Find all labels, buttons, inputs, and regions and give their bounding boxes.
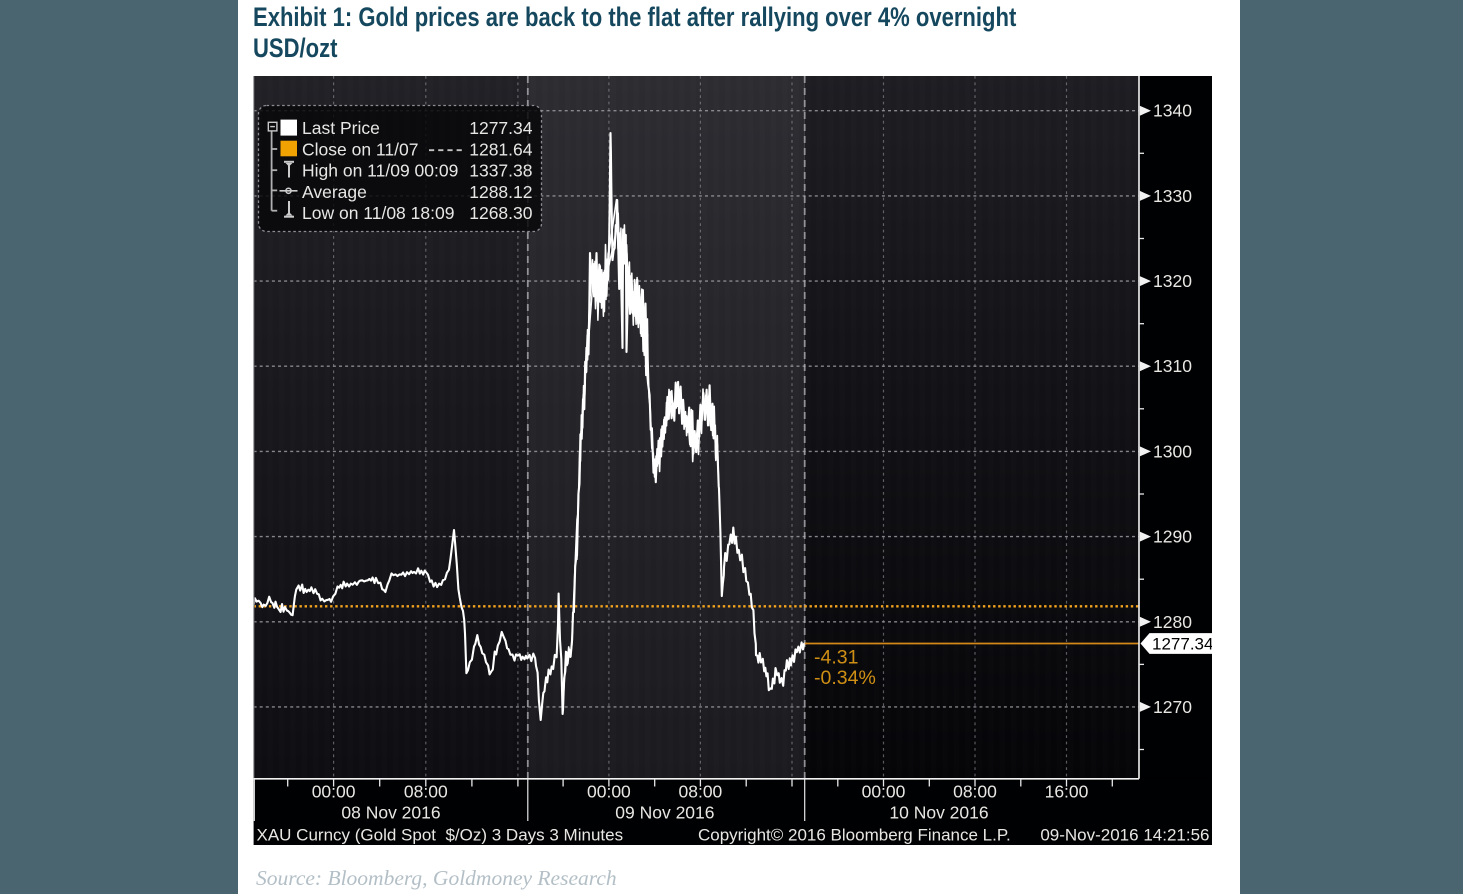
svg-text:1270: 1270 xyxy=(1153,697,1192,717)
svg-text:Low on 11/08 18:09: Low on 11/08 18:09 xyxy=(302,203,454,223)
svg-text:08:00: 08:00 xyxy=(679,782,723,802)
svg-text:Last Price: Last Price xyxy=(302,118,380,138)
svg-text:-0.34%: -0.34% xyxy=(814,667,876,689)
svg-text:08:00: 08:00 xyxy=(404,782,448,802)
svg-text:-4.31: -4.31 xyxy=(814,647,858,669)
svg-text:1288.12: 1288.12 xyxy=(469,182,532,202)
svg-text:08 Nov 2016: 08 Nov 2016 xyxy=(341,803,440,823)
svg-text:1277.34: 1277.34 xyxy=(469,118,533,138)
svg-text:1310: 1310 xyxy=(1153,356,1192,376)
svg-text:Average: Average xyxy=(302,182,367,202)
svg-text:1337.38: 1337.38 xyxy=(469,161,532,181)
svg-text:10 Nov 2016: 10 Nov 2016 xyxy=(889,803,988,823)
svg-text:08:00: 08:00 xyxy=(953,782,997,802)
svg-text:09 Nov 2016: 09 Nov 2016 xyxy=(615,803,714,823)
svg-text:09-Nov-2016 14:21:56: 09-Nov-2016 14:21:56 xyxy=(1040,826,1209,845)
svg-text:1290: 1290 xyxy=(1153,527,1192,547)
svg-text:1280: 1280 xyxy=(1153,612,1192,632)
svg-text:1268.30: 1268.30 xyxy=(469,203,533,223)
svg-text:XAU Curncy (Gold Spot $/Oz) 3: XAU Curncy (Gold Spot $/Oz) 3 Days 3 Min… xyxy=(257,826,624,845)
svg-text:Close on 11/07: Close on 11/07 xyxy=(302,139,418,159)
svg-text:1330: 1330 xyxy=(1153,186,1192,206)
svg-text:00:00: 00:00 xyxy=(587,782,631,802)
svg-text:1300: 1300 xyxy=(1153,441,1192,461)
svg-text:1320: 1320 xyxy=(1153,271,1192,291)
svg-text:1340: 1340 xyxy=(1153,101,1192,121)
svg-text:16:00: 16:00 xyxy=(1045,782,1089,802)
svg-text:High on 11/09 00:09: High on 11/09 00:09 xyxy=(302,161,458,181)
svg-text:1277.34: 1277.34 xyxy=(1152,635,1212,654)
svg-text:00:00: 00:00 xyxy=(312,782,356,802)
svg-text:Copyright© 2016 Bloomberg Fina: Copyright© 2016 Bloomberg Finance L.P. xyxy=(698,826,1011,845)
svg-text:1281.64: 1281.64 xyxy=(469,139,533,159)
svg-text:00:00: 00:00 xyxy=(862,782,906,802)
